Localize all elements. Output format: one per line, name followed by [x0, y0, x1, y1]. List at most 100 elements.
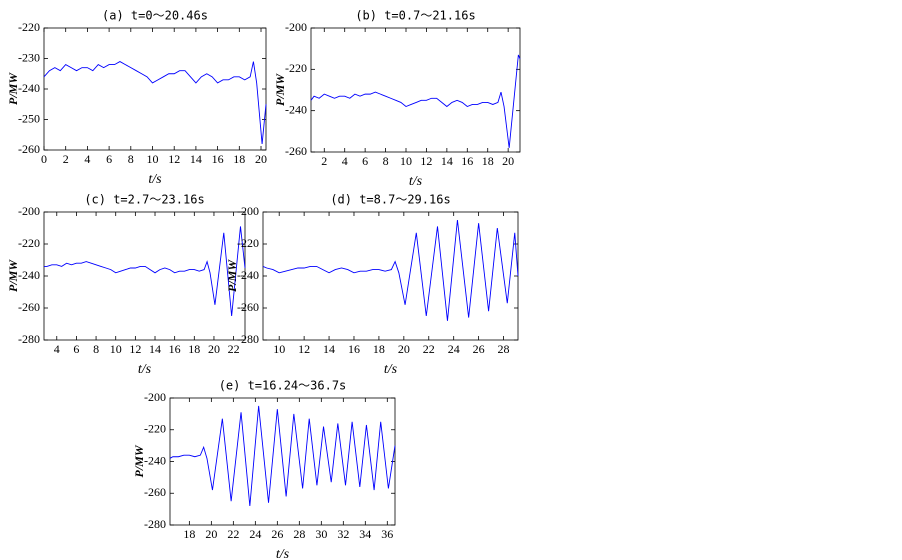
- y-axis-label: P/MW: [132, 444, 146, 477]
- y-tick-label: -200: [285, 20, 307, 34]
- x-tick-label: 4: [54, 342, 60, 356]
- y-tick-label: -260: [18, 300, 40, 314]
- x-axis-label: t/s: [148, 172, 162, 187]
- plot-area: [43, 27, 267, 151]
- subplot-title: (d) t=8.7～29.16s: [330, 193, 450, 207]
- y-tick-label: -200: [237, 204, 259, 218]
- x-tick-label: 16: [212, 152, 224, 166]
- x-tick-label: 8: [128, 152, 134, 166]
- x-tick-label: 16: [348, 342, 360, 356]
- y-axis-label: P/MW: [225, 259, 239, 292]
- x-tick-label: 22: [423, 342, 435, 356]
- x-tick-label: 18: [188, 342, 200, 356]
- subplot-title: (c) t=2.7～23.16s: [84, 193, 204, 207]
- x-tick-label: 34: [359, 527, 371, 541]
- x-tick-label: 12: [298, 342, 310, 356]
- data-line: [310, 54, 521, 148]
- x-tick-label: 12: [129, 342, 141, 356]
- x-tick-label: 20: [205, 527, 217, 541]
- x-tick-label: 6: [362, 154, 368, 168]
- x-tick-label: 24: [249, 527, 261, 541]
- x-tick-label: 28: [293, 527, 305, 541]
- y-tick-label: -260: [237, 300, 259, 314]
- x-tick-label: 22: [227, 527, 239, 541]
- x-axis-label: t/s: [384, 362, 398, 377]
- x-tick-label: 24: [448, 342, 460, 356]
- y-tick-label: -260: [18, 142, 40, 156]
- data-line: [169, 405, 396, 506]
- subplot-title: (b) t=0.7～21.16s: [355, 9, 475, 23]
- y-tick-label: -220: [285, 61, 307, 75]
- x-tick-label: 16: [461, 154, 473, 168]
- y-tick-label: -240: [144, 453, 166, 467]
- y-tick-label: -220: [18, 20, 40, 34]
- y-tick-label: -240: [18, 268, 40, 282]
- x-tick-label: 14: [190, 152, 202, 166]
- x-tick-label: 18: [373, 342, 385, 356]
- subplot: (c) t=2.7～23.16s t/s P/MW 4 6 8 10 12 14 16 18 20 22…: [6, 193, 246, 377]
- plot-area: [310, 27, 521, 153]
- x-tick-label: 6: [106, 152, 112, 166]
- subplot: (d) t=8.7～29.16s t/s P/MW 10 12 14 16 18 20 22 24 2…: [225, 193, 519, 377]
- x-tick-label: 20: [208, 342, 220, 356]
- y-tick-label: -200: [18, 204, 40, 218]
- y-tick-label: -230: [18, 50, 40, 64]
- x-tick-label: 36: [381, 527, 393, 541]
- x-axis-label: t/s: [138, 362, 152, 377]
- plot-area: [43, 211, 246, 341]
- y-tick-label: -240: [237, 268, 259, 282]
- x-tick-label: 2: [63, 152, 69, 166]
- x-tick-label: 28: [498, 342, 510, 356]
- x-tick-label: 4: [342, 154, 348, 168]
- x-tick-label: 10: [273, 342, 285, 356]
- x-tick-label: 22: [228, 342, 240, 356]
- x-axis-label: t/s: [409, 174, 423, 189]
- y-tick-label: -220: [237, 236, 259, 250]
- x-tick-label: 18: [482, 154, 494, 168]
- y-tick-label: -200: [144, 390, 166, 404]
- x-tick-label: 10: [147, 152, 159, 166]
- x-tick-label: 18: [233, 152, 245, 166]
- y-tick-label: -280: [237, 332, 259, 346]
- x-tick-label: 10: [110, 342, 122, 356]
- x-tick-label: 6: [73, 342, 79, 356]
- y-axis-label: P/MW: [273, 73, 287, 106]
- y-tick-label: -240: [18, 81, 40, 95]
- x-tick-label: 8: [93, 342, 99, 356]
- x-tick-label: 26: [473, 342, 485, 356]
- y-tick-label: -280: [18, 332, 40, 346]
- x-tick-label: 18: [183, 527, 195, 541]
- plot-area: [262, 211, 519, 341]
- data-line: [44, 226, 246, 317]
- x-tick-label: 30: [315, 527, 327, 541]
- x-tick-label: 16: [169, 342, 181, 356]
- x-tick-label: 26: [271, 527, 283, 541]
- x-tick-label: 20: [398, 342, 410, 356]
- subplot-title: (e) t=16.24～36.7s: [219, 379, 347, 393]
- y-tick-label: -260: [144, 485, 166, 499]
- x-tick-label: 8: [383, 154, 389, 168]
- x-tick-label: 20: [502, 154, 514, 168]
- x-tick-label: 12: [168, 152, 180, 166]
- x-tick-label: 14: [441, 154, 453, 168]
- y-tick-label: -250: [18, 111, 40, 125]
- x-axis-label: t/s: [276, 547, 290, 560]
- y-axis-label: P/MW: [6, 72, 20, 105]
- y-tick-label: -220: [144, 422, 166, 436]
- x-tick-label: 12: [420, 154, 432, 168]
- y-tick-label: -260: [285, 144, 307, 158]
- subplot: (e) t=16.24～36.7s t/s P/MW 18 20 22 24 26 28 30 32…: [132, 379, 396, 560]
- x-tick-label: 10: [400, 154, 412, 168]
- subplot-title: (a) t=0～20.46s: [102, 9, 208, 23]
- x-tick-label: 4: [84, 152, 90, 166]
- x-tick-label: 0: [41, 152, 47, 166]
- x-tick-label: 32: [337, 527, 349, 541]
- subplot: (a) t=0～20.46s t/s P/MW 0 2 4 6 8 10 12 14 16 18 20 -2…: [6, 9, 267, 188]
- y-axis-label: P/MW: [6, 259, 20, 292]
- data-line: [43, 61, 267, 144]
- x-tick-label: 14: [323, 342, 335, 356]
- y-tick-label: -220: [18, 236, 40, 250]
- y-tick-label: -280: [144, 517, 166, 531]
- subplot: (b) t=0.7～21.16s t/s P/MW 2 4 6 8 10 12 14 16 18 20 -…: [273, 9, 521, 189]
